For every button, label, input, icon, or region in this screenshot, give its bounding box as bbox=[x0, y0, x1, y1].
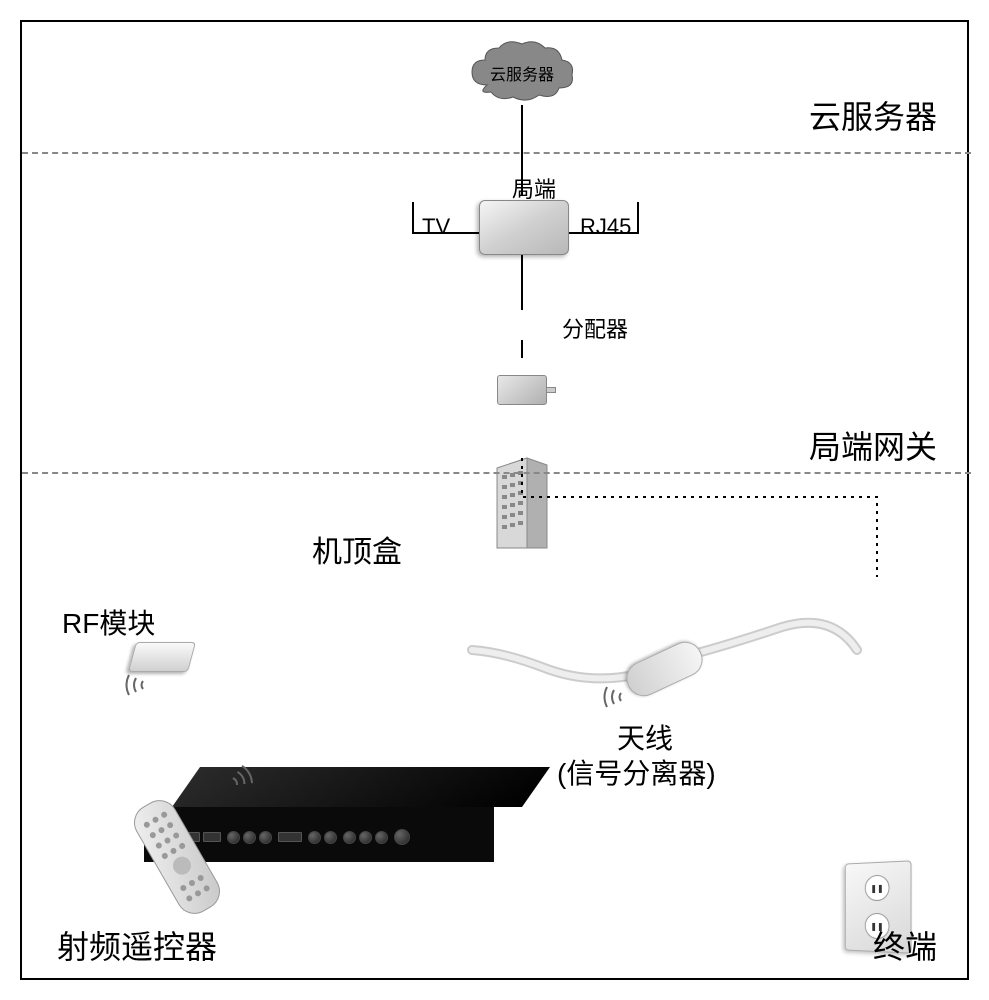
diagram-frame: 云服务器 云服务器 局端 TV RJ45 分配器 bbox=[20, 20, 969, 980]
divider-2 bbox=[22, 472, 971, 474]
section-label-terminal: 终端 bbox=[873, 922, 937, 968]
stb-label: 机顶盒 bbox=[312, 527, 402, 571]
divider-1 bbox=[22, 152, 971, 154]
remote-label: 射频遥控器 bbox=[57, 922, 217, 968]
line-splitter-building bbox=[521, 340, 523, 358]
section-label-gateway: 局端网关 bbox=[809, 422, 937, 468]
section-label-cloud: 云服务器 bbox=[809, 92, 937, 138]
rf-dongle-icon bbox=[128, 642, 196, 672]
rf-wave-left bbox=[124, 670, 164, 700]
cloud-label: 云服务器 bbox=[490, 61, 554, 85]
tv-label: TV bbox=[422, 214, 450, 240]
tv-vert bbox=[412, 202, 414, 232]
building-icon bbox=[482, 453, 562, 553]
splitter-icon bbox=[497, 375, 547, 405]
rf-label: RF模块 bbox=[62, 602, 155, 642]
line-modem-splitter bbox=[521, 255, 523, 310]
rf-wave-antenna bbox=[602, 682, 642, 712]
cloud-icon: 云服务器 bbox=[467, 40, 577, 105]
rj45-label: RJ45 bbox=[580, 214, 631, 240]
antenna-label-2: (信号分离器) bbox=[557, 752, 716, 792]
antenna-label-1: 天线 bbox=[617, 717, 673, 757]
rj45-vert bbox=[637, 202, 639, 232]
splitter-label: 分配器 bbox=[562, 312, 628, 344]
modem-box-icon bbox=[479, 200, 569, 255]
